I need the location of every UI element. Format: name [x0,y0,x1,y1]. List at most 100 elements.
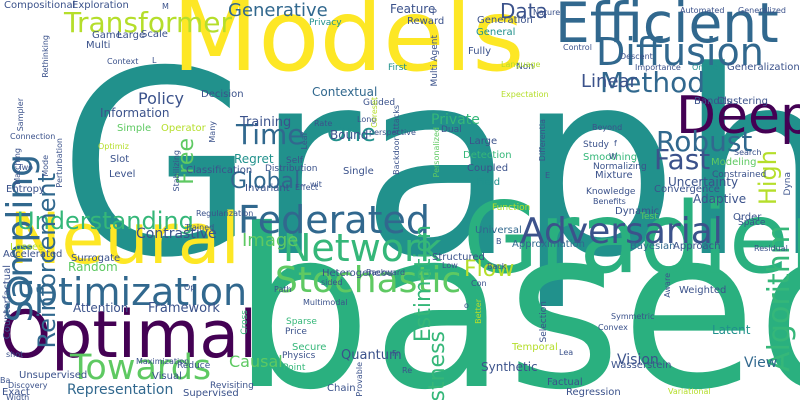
word-cloud-term: Dynamic [615,206,660,217]
word-cloud-term: Accelerated [3,249,63,260]
word-cloud-term: Transformer [64,6,233,39]
word-cloud-term: Function [492,203,531,213]
word-cloud-term: M [162,2,169,11]
word-cloud-term: Invariant [245,183,290,194]
word-cloud-term: Con [471,279,487,288]
word-cloud-term: W [609,152,617,161]
word-cloud-term: Deep [676,86,800,146]
word-cloud-term: Chain [327,383,356,394]
word-cloud-term: Expectation [501,90,549,99]
word-cloud-term: Counterfactual [2,265,13,340]
word-cloud-term: Mode [41,155,50,177]
word-cloud-term: Variational [668,387,711,396]
word-cloud-term: Two [18,163,33,172]
word-cloud-term: Physics [282,351,316,361]
word-cloud-term: Detection [463,150,512,161]
word-cloud-term: Mixture [595,170,633,181]
word-cloud-term: Sparse [286,317,317,327]
word-cloud-term: Fast [654,143,711,176]
word-cloud-term: shot [6,350,24,359]
word-cloud-term: Long [357,115,377,124]
word-cloud-term: wit [310,180,322,189]
word-cloud-term: Random [68,260,118,274]
word-cloud-term: Dual [441,125,462,135]
word-cloud-term: Adaptive [693,192,747,206]
word-cloud-term: Fr [392,349,400,358]
word-cloud-term: Private [431,112,480,128]
word-cloud-term: Network [283,226,442,270]
word-cloud-term: Bandits [694,96,732,107]
word-cloud-term: Better [474,299,483,324]
word-cloud-term: Information [100,106,170,120]
word-cloud-term: Stochastic [275,260,462,301]
word-cloud-term: Federated [238,198,430,242]
word-cloud-term: Path [274,285,292,294]
word-cloud-term: Connection [10,132,56,141]
word-cloud-term: Linear [581,71,637,92]
word-cloud-term: Online [692,63,718,72]
word-cloud-term: Feature [390,2,436,16]
word-cloud-term: Beyond [592,123,623,132]
word-cloud-term: Approach [673,241,721,252]
word-cloud-term: Generative [228,0,328,21]
word-cloud-term: One [327,119,376,147]
word-cloud-term: Heterogeneou [322,268,394,279]
word-cloud-term: Non [516,62,534,72]
word-cloud-term: Approximation [512,239,585,250]
word-cloud-term: Method [600,66,706,99]
word-cloud-term: Order [733,212,762,223]
word-cloud-term: Descent [620,52,653,61]
word-cloud-term: Effect [295,183,319,192]
word-cloud-term: Space [738,218,766,228]
word-cloud-term: Normalizing [593,162,647,172]
word-cloud-term: Sampler [16,98,25,132]
word-cloud-term: E [545,171,551,180]
word-cloud-term: Training [240,115,292,130]
word-cloud-term: Contextual [312,85,378,99]
word-cloud-term: Optimal [0,298,258,373]
word-cloud-term: L [152,56,157,65]
word-cloud-term: Supervised [183,388,239,399]
word-cloud-term: Unsupervised [19,370,88,381]
word-cloud-term: Visual [152,371,182,382]
word-cloud-term: Coreset [370,97,379,128]
word-cloud-term: Quantum [341,348,402,363]
word-cloud-term: Privacy [309,18,342,28]
word-cloud-term: Self [286,156,303,166]
word-cloud-term: Search [734,148,762,157]
word-cloud-term: Personalized [432,127,441,178]
word-cloud-term: Symmetric [611,312,655,321]
word-cloud-term: Contrastive [136,226,217,242]
word-cloud-term: Data [500,0,548,23]
word-cloud-term: Reinforcement [33,173,61,349]
word-cloud-term: Selection [539,301,549,343]
word-cloud-term: Global [230,169,301,194]
word-cloud-term: Convergence [654,184,720,195]
word-cloud-term: General [476,27,516,38]
word-cloud-term: Generation [477,15,533,26]
word-cloud-term: Regularization [196,209,254,218]
word-cloud-term: Towards [70,348,212,388]
word-cloud-term: Generalized [738,6,786,15]
word-cloud-term: Differentia [538,119,547,162]
word-cloud-term: Image [242,230,299,251]
word-cloud-term: Bayesian [630,241,676,252]
word-cloud-term: Automated [680,6,725,15]
word-cloud-term: Clustering [717,96,768,107]
word-cloud-term: Policy [138,89,185,108]
word-cloud-term: f [614,139,617,148]
word-cloud-term: Back [487,262,507,271]
word-cloud-term: Reward [407,16,445,27]
word-cloud-term: Importance [635,63,681,72]
word-cloud-term: Study [583,140,609,150]
word-cloud-term: Optimiz [98,142,129,151]
word-cloud-term: Uncertainty [668,175,739,189]
word-cloud-term: Weighted [679,285,727,296]
word-cloud-term: Graph [58,17,800,314]
word-cloud-term: perspective [369,128,416,137]
word-cloud-term: Gradient [463,182,800,296]
word-cloud-term: Latent [712,323,751,337]
word-cloud-term: Slot [110,154,130,165]
word-cloud-term: Multimodal [303,298,348,307]
